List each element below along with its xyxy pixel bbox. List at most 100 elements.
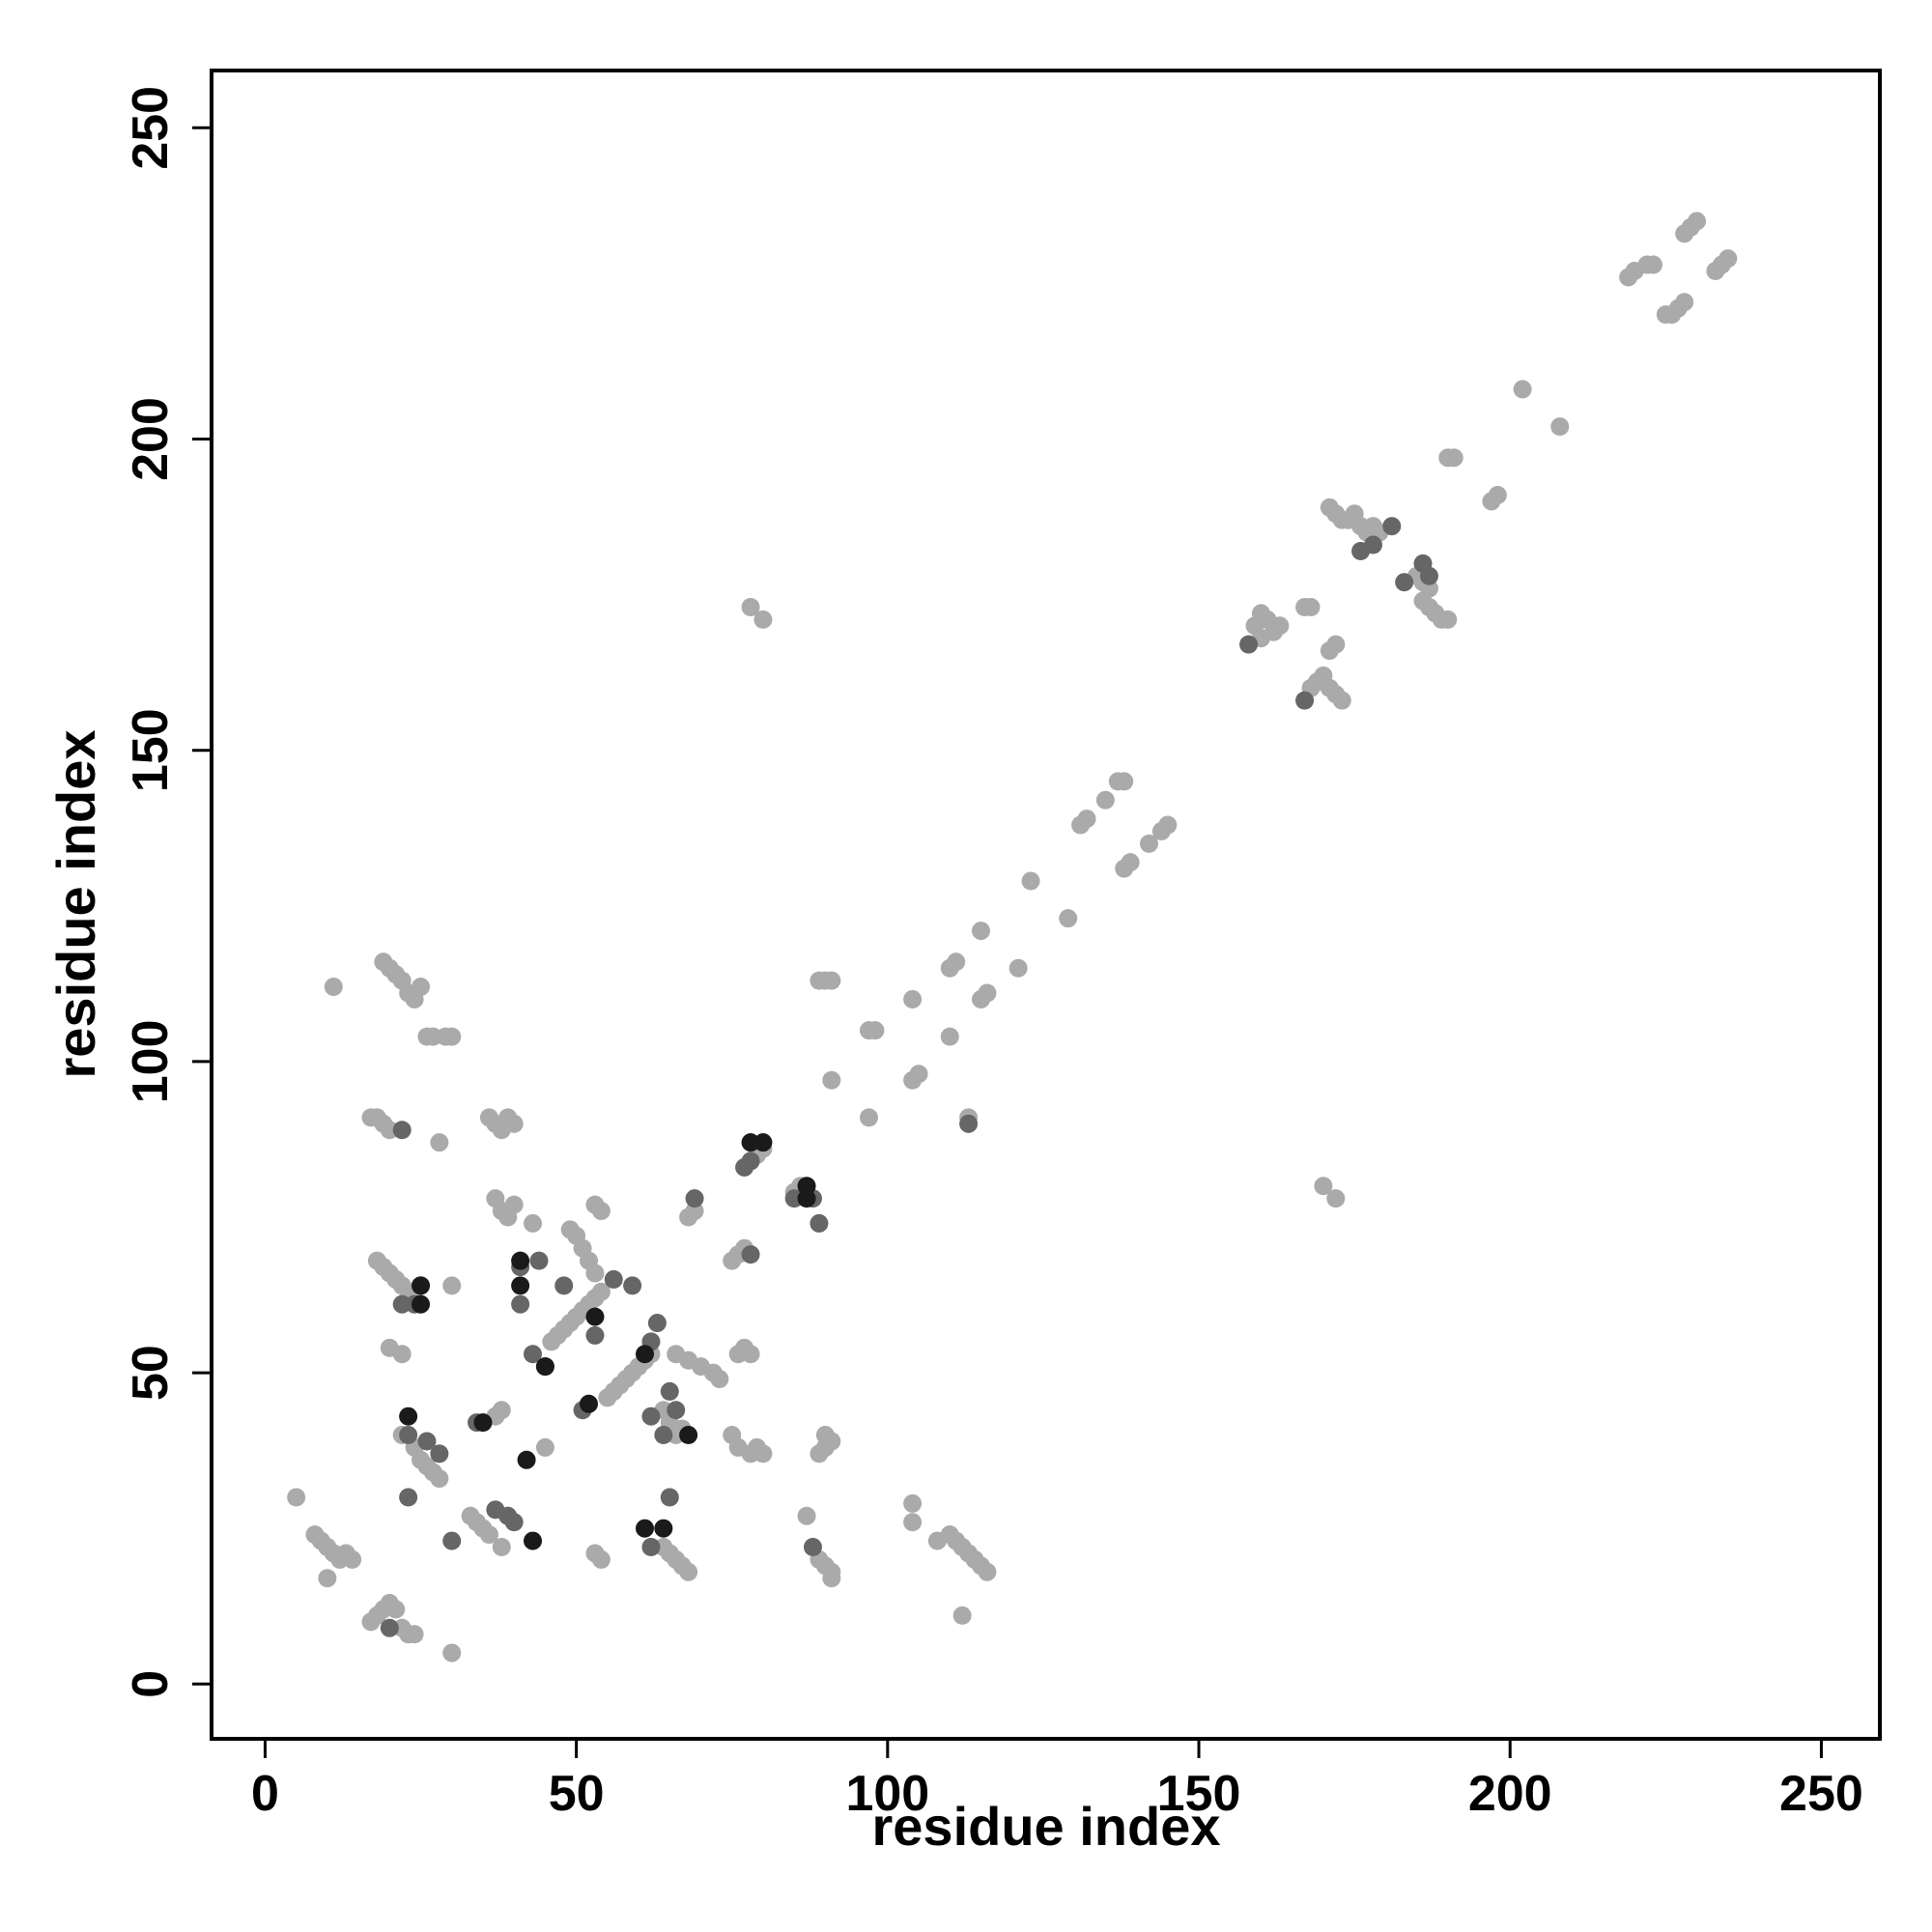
x-axis-label: residue index: [871, 1796, 1220, 1857]
point: [430, 1133, 449, 1152]
point: [654, 1519, 673, 1538]
point: [324, 978, 343, 997]
point: [1675, 293, 1694, 312]
point: [392, 1294, 412, 1314]
point: [430, 1469, 449, 1489]
point: [797, 1189, 816, 1208]
y-tick-label: 0: [123, 1670, 179, 1698]
y-tick-label: 150: [123, 708, 179, 792]
point: [1059, 909, 1078, 928]
point: [511, 1294, 530, 1314]
point: [524, 1531, 543, 1550]
point: [504, 1195, 524, 1214]
point: [492, 1538, 511, 1557]
point: [909, 1065, 928, 1084]
point: [604, 1269, 623, 1289]
point: [1643, 255, 1662, 274]
point: [1314, 1177, 1333, 1196]
x-tick-label: 250: [1779, 1766, 1863, 1822]
point: [1719, 249, 1738, 269]
point: [1550, 417, 1570, 437]
point: [1488, 485, 1507, 504]
point: [399, 1406, 418, 1426]
point: [504, 1513, 524, 1532]
point: [1326, 635, 1346, 654]
point: [1121, 853, 1140, 872]
point: [978, 983, 997, 1003]
point: [1251, 604, 1270, 623]
point: [947, 952, 966, 972]
point: [971, 922, 990, 941]
point: [679, 1426, 698, 1445]
point: [412, 1294, 431, 1314]
point: [524, 1345, 543, 1364]
point: [1295, 691, 1315, 710]
point: [442, 1643, 462, 1662]
point: [679, 1562, 698, 1581]
point: [660, 1381, 679, 1401]
point: [1363, 535, 1382, 554]
point: [1688, 212, 1707, 231]
point: [859, 1108, 878, 1127]
point: [685, 1189, 704, 1208]
point: [461, 1506, 480, 1525]
point: [517, 1450, 536, 1469]
point: [660, 1488, 679, 1507]
point: [405, 1625, 424, 1644]
point: [952, 1605, 972, 1625]
point: [442, 1276, 462, 1295]
y-tick-label: 100: [123, 1020, 179, 1104]
point: [636, 1345, 655, 1364]
point: [741, 1151, 760, 1171]
point: [343, 1549, 362, 1569]
point: [580, 1394, 599, 1413]
point: [1438, 610, 1458, 629]
point: [436, 1027, 455, 1046]
point: [797, 1506, 816, 1525]
point: [753, 1444, 773, 1463]
point: [535, 1437, 554, 1457]
point: [1115, 772, 1134, 791]
point: [412, 1276, 431, 1295]
point: [417, 1432, 437, 1451]
x-tick-label: 150: [1157, 1766, 1241, 1822]
point: [535, 1357, 554, 1377]
point: [753, 610, 773, 629]
point: [492, 1401, 511, 1420]
point: [442, 1531, 462, 1550]
point: [380, 1618, 399, 1637]
point: [511, 1251, 530, 1270]
y-axis-label: residue index: [45, 729, 106, 1078]
point: [1419, 566, 1438, 585]
point: [959, 1114, 979, 1133]
point: [815, 1426, 835, 1445]
point: [636, 1519, 655, 1538]
plot-frame: [210, 69, 1882, 1741]
point: [399, 1426, 418, 1445]
point: [585, 1264, 605, 1283]
point: [623, 1276, 642, 1295]
point: [1444, 448, 1463, 468]
point: [511, 1276, 530, 1295]
point: [504, 1114, 524, 1133]
point: [1301, 597, 1321, 616]
point: [903, 1493, 923, 1513]
point: [753, 1133, 773, 1152]
point: [1395, 573, 1414, 592]
x-tick-label: 100: [845, 1766, 929, 1822]
point: [585, 1307, 605, 1326]
point: [554, 1276, 574, 1295]
point: [1326, 1189, 1346, 1208]
point: [417, 1027, 437, 1046]
point: [1095, 790, 1115, 810]
point: [741, 597, 760, 616]
point: [903, 1513, 923, 1532]
point: [822, 971, 841, 990]
point: [822, 1070, 841, 1090]
point: [591, 1282, 611, 1301]
y-tick-label: 50: [123, 1345, 179, 1401]
point: [822, 1569, 841, 1588]
y-tick-label: 200: [123, 397, 179, 481]
point: [318, 1569, 337, 1588]
